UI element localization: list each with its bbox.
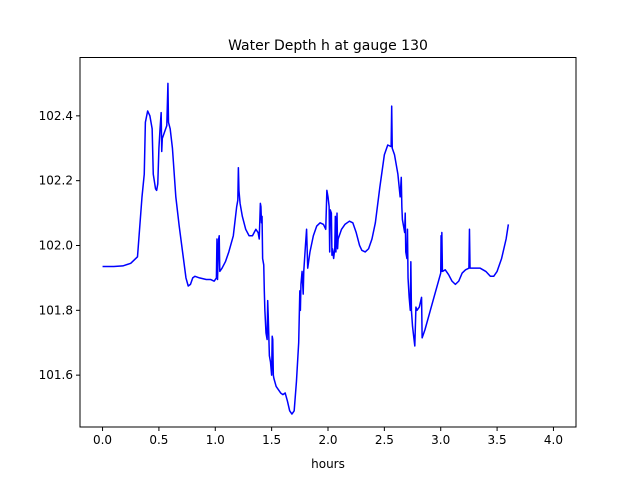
y-tick-label: 102.0 [39,238,73,252]
x-axis: 0.0 0.5 1.0 1.5 2.0 2.5 3.0 3.5 4.0 [93,427,563,447]
x-tick-label: 0.0 [93,433,112,447]
x-tick-label: 2.5 [375,433,394,447]
y-axis: 101.6 101.8 102.0 102.2 102.4 [39,109,80,382]
series-line-0 [102,82,510,415]
x-axis-label: hours [311,457,345,471]
x-tick-label: 3.0 [431,433,450,447]
x-tick-label: 0.5 [149,433,168,447]
y-tick-label: 102.2 [39,174,73,188]
y-tick-label: 101.8 [39,303,73,317]
x-tick-label: 2.0 [318,433,337,447]
x-tick-label: 1.0 [206,433,225,447]
x-tick-label: 4.0 [544,433,563,447]
x-tick-label: 3.5 [488,433,507,447]
y-tick-label: 101.6 [39,368,73,382]
x-tick-label: 1.5 [262,433,281,447]
y-tick-label: 102.4 [39,109,73,123]
chart-title: Water Depth h at gauge 130 [228,38,428,54]
plot-area [102,82,510,415]
